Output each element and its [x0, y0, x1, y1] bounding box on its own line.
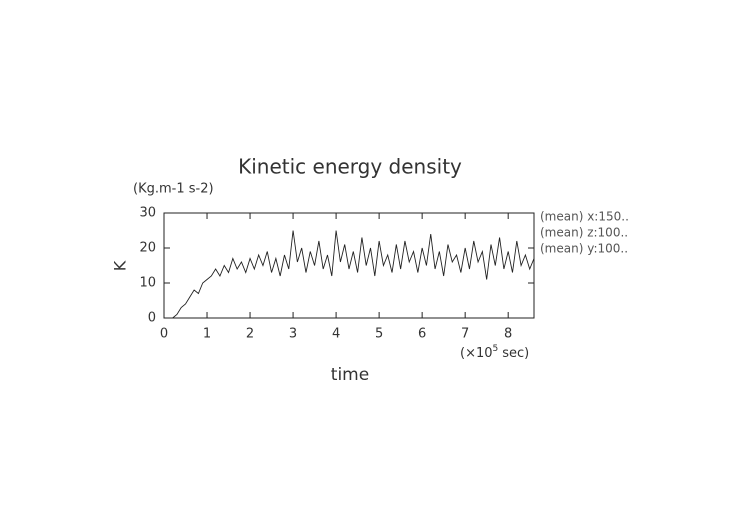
x-unit-prefix: (×10 [460, 346, 493, 361]
annotation: (mean) y:100.. [540, 242, 628, 256]
plot-frame [163, 212, 535, 319]
data-line [164, 230, 535, 319]
x-tick-label: 6 [418, 327, 426, 342]
x-tick-label: 3 [289, 327, 297, 342]
x-unit-suffix: sec) [502, 346, 529, 361]
x-tick-label: 8 [504, 327, 512, 342]
y-tick-label: 10 [139, 276, 156, 291]
x-tick-label: 5 [375, 327, 383, 342]
annotation: (mean) z:100.. [540, 226, 628, 240]
x-tick-label: 1 [203, 327, 211, 342]
x-tick-label: 4 [332, 327, 340, 342]
y-tick-label: 0 [148, 311, 156, 326]
x-tick-label: 2 [246, 327, 254, 342]
y-tick-label: 30 [139, 206, 156, 221]
annotation: (mean) x:150.. [540, 210, 629, 224]
x-unit: (×105 sec) [460, 344, 529, 361]
x-unit-exponent: 5 [493, 344, 499, 354]
x-tick-label: 7 [461, 327, 469, 342]
chart-title: Kinetic energy density [238, 155, 462, 179]
x-axis-label: time [331, 365, 369, 385]
y-units: (Kg.m-1 s-2) [133, 182, 214, 197]
x-tick-label: 0 [160, 327, 168, 342]
y-tick-label: 20 [139, 241, 156, 256]
y-axis-label: K [111, 260, 130, 271]
